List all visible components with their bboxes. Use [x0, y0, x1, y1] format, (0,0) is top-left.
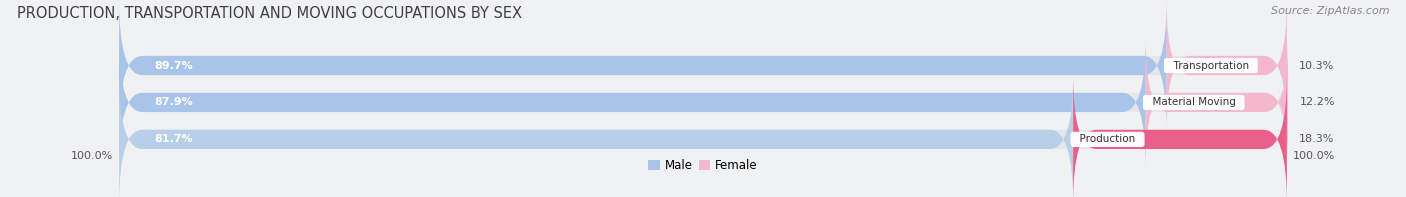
- Text: 18.3%: 18.3%: [1299, 134, 1334, 144]
- Text: 100.0%: 100.0%: [72, 151, 114, 161]
- FancyBboxPatch shape: [1146, 38, 1288, 167]
- Text: 89.7%: 89.7%: [155, 60, 193, 71]
- FancyBboxPatch shape: [120, 75, 1286, 197]
- Text: Material Moving: Material Moving: [1146, 98, 1241, 107]
- Text: Transportation: Transportation: [1167, 60, 1256, 71]
- Text: 10.3%: 10.3%: [1299, 60, 1334, 71]
- Text: 100.0%: 100.0%: [1292, 151, 1334, 161]
- Text: Production: Production: [1073, 134, 1142, 144]
- Text: 81.7%: 81.7%: [155, 134, 193, 144]
- FancyBboxPatch shape: [120, 1, 1286, 130]
- Text: PRODUCTION, TRANSPORTATION AND MOVING OCCUPATIONS BY SEX: PRODUCTION, TRANSPORTATION AND MOVING OC…: [17, 6, 522, 21]
- Legend: Male, Female: Male, Female: [644, 154, 762, 177]
- FancyBboxPatch shape: [120, 38, 1286, 167]
- FancyBboxPatch shape: [1073, 75, 1286, 197]
- FancyBboxPatch shape: [120, 1, 1167, 130]
- Text: 87.9%: 87.9%: [155, 98, 193, 107]
- Text: 12.2%: 12.2%: [1299, 98, 1336, 107]
- FancyBboxPatch shape: [120, 75, 1073, 197]
- FancyBboxPatch shape: [120, 38, 1146, 167]
- Text: Source: ZipAtlas.com: Source: ZipAtlas.com: [1271, 6, 1389, 16]
- FancyBboxPatch shape: [1167, 1, 1286, 130]
